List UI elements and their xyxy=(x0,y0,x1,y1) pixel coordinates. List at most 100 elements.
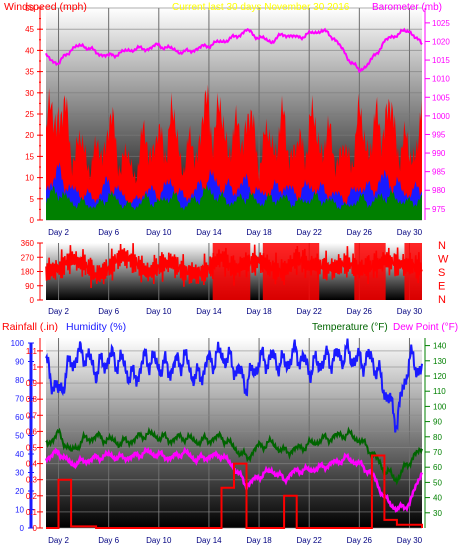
rain-tick-label: 0.9 xyxy=(26,379,38,388)
humidity-tick-label: 90 xyxy=(15,358,24,367)
temperature-tick-label: 130 xyxy=(433,357,447,366)
rain-tick-label: 0.7 xyxy=(26,411,38,420)
temperature-label: Temperature (°F) xyxy=(312,322,388,333)
direction-day-label: Day 30 xyxy=(397,307,423,316)
direction-tick-label: 0 xyxy=(30,296,35,305)
temperature-tick-label: 30 xyxy=(433,509,442,518)
humidity-tick-label: 70 xyxy=(15,395,24,404)
barometer-tick-label: 985 xyxy=(432,168,446,177)
compass-label: N xyxy=(438,240,446,252)
barometer-tick-label: 1020 xyxy=(432,37,450,46)
barometer-label: Barometer (mb) xyxy=(372,2,442,13)
direction-day-label: Day 6 xyxy=(98,307,119,316)
temperature-day-label: Day 2 xyxy=(48,536,69,545)
wind-day-label: Day 14 xyxy=(196,228,222,237)
humidity-tick-label: 20 xyxy=(15,487,24,496)
compass-label: E xyxy=(438,281,445,293)
temperature-day-label: Day 22 xyxy=(297,536,323,545)
rainfall-line xyxy=(46,454,423,529)
temperature-day-label: Day 14 xyxy=(196,536,222,545)
humidity-tick-label: 80 xyxy=(15,376,24,385)
direction-day-label: Day 18 xyxy=(246,307,272,316)
wind-tick-label: 30 xyxy=(25,89,34,98)
direction-tick-label: 270 xyxy=(21,253,35,262)
temperature-tick-label: 40 xyxy=(433,494,442,503)
humidity-tick-label: 0 xyxy=(20,524,25,533)
wind-direction-band xyxy=(212,243,251,300)
rain-tick-label: 0.4 xyxy=(26,460,38,469)
barometer-tick-label: 990 xyxy=(432,149,446,158)
barometer-tick-label: 975 xyxy=(432,205,446,214)
humidity-line xyxy=(45,338,423,433)
temperature-tick-label: 140 xyxy=(433,342,447,351)
rainfall-label: Rainfall (.in) xyxy=(2,321,58,333)
temperature-day-label: Day 18 xyxy=(246,536,272,545)
humidity-tick-label: 10 xyxy=(15,506,24,515)
rain-tick-label: 0.3 xyxy=(26,476,38,485)
humidity-tick-label: 30 xyxy=(15,469,24,478)
direction-day-label: Day 22 xyxy=(297,307,323,316)
barometer-tick-label: 1005 xyxy=(432,93,450,102)
wind-day-label: Day 2 xyxy=(48,228,69,237)
compass-label: S xyxy=(438,267,445,279)
temperature-tick-label: 100 xyxy=(433,402,447,411)
barometer-tick-label: 1015 xyxy=(432,56,450,65)
humidity-label: Humidity (%) xyxy=(66,321,126,333)
direction-day-label: Day 2 xyxy=(48,307,69,316)
wind-tick-label: 20 xyxy=(25,131,34,140)
wind-day-label: Day 26 xyxy=(347,228,373,237)
temperature-tick-label: 90 xyxy=(433,418,442,427)
chart-title: Current last 30 days November 30 2016 xyxy=(172,2,350,13)
wind-gust-area xyxy=(46,84,422,221)
barometer-tick-label: 1000 xyxy=(432,112,450,121)
compass-label: W xyxy=(438,254,449,266)
barometer-tick-label: 1010 xyxy=(432,75,450,84)
humidity-tick-label: 60 xyxy=(15,413,24,422)
rain-tick-label: 0.5 xyxy=(26,443,38,452)
temperature-tick-label: 60 xyxy=(433,463,442,472)
barometer-tick-label: 980 xyxy=(432,186,446,195)
wind-day-label: Day 22 xyxy=(297,228,323,237)
wind-tick-label: 10 xyxy=(25,174,34,183)
wind-tick-label: 5 xyxy=(30,195,35,204)
temperature-tick-label: 50 xyxy=(433,478,442,487)
wind-day-label: Day 18 xyxy=(246,228,272,237)
direction-tick-label: 90 xyxy=(25,282,34,291)
wind-day-label: Day 10 xyxy=(146,228,172,237)
wind-tick-label: 40 xyxy=(25,46,34,55)
humidity-tick-label: 40 xyxy=(15,450,24,459)
rain-tick-label: 1 xyxy=(33,363,38,372)
wind-day-label: Day 30 xyxy=(397,228,423,237)
direction-tick-label: 180 xyxy=(21,268,35,277)
wind-tick-label: 25 xyxy=(25,110,34,119)
temperature-day-label: Day 6 xyxy=(98,536,119,545)
direction-day-label: Day 10 xyxy=(146,307,172,316)
wind-tick-label: 50 xyxy=(25,4,34,13)
direction-day-label: Day 14 xyxy=(196,307,222,316)
barometer-tick-label: 995 xyxy=(432,130,446,139)
wind-average-area xyxy=(46,184,422,220)
direction-day-label: Day 26 xyxy=(347,307,373,316)
rain-tick-label: 0.6 xyxy=(26,427,38,436)
temperature-tick-label: 80 xyxy=(433,433,442,442)
wind-tick-label: 35 xyxy=(25,68,34,77)
temperature-tick-label: 120 xyxy=(433,372,447,381)
rain-tick-label: 0.1 xyxy=(26,508,38,517)
wind-tick-label: 45 xyxy=(25,25,34,34)
direction-tick-label: 360 xyxy=(21,239,35,248)
barometer-line xyxy=(45,27,423,73)
rain-tick-label: 0.2 xyxy=(26,492,38,501)
rain-tick-label: 0 xyxy=(33,524,38,533)
temperature-tick-label: 70 xyxy=(433,448,442,457)
temperature-day-label: Day 26 xyxy=(347,536,373,545)
rain-tick-label: 1.1 xyxy=(26,347,38,356)
wind-tick-label: 0 xyxy=(30,216,35,225)
windspeed-label: Windspeed (mph) xyxy=(4,1,87,13)
wind-direction-band xyxy=(404,243,422,300)
barometer-tick-label: 1025 xyxy=(432,19,450,28)
wind-day-label: Day 6 xyxy=(98,228,119,237)
temperature-day-label: Day 10 xyxy=(146,536,172,545)
compass-label: N xyxy=(438,294,446,306)
